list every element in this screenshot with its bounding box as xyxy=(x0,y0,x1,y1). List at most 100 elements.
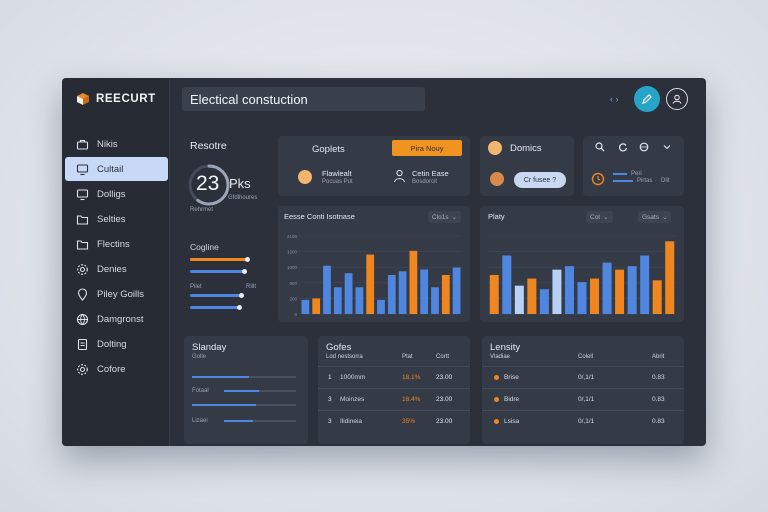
resource-number: 23 xyxy=(196,172,220,195)
monitor-icon xyxy=(76,188,89,200)
avatar xyxy=(298,170,312,184)
bar-15[interactable] xyxy=(452,267,461,314)
bar-9[interactable] xyxy=(387,275,396,314)
bar-14[interactable] xyxy=(441,275,450,314)
bar-10[interactable] xyxy=(398,271,407,314)
bar-1[interactable] xyxy=(301,299,310,314)
sidebar-item-label: Damgronst xyxy=(97,313,144,325)
table-row[interactable]: 3 Moinzes 18.4% 23.00 xyxy=(318,388,470,410)
search-icon[interactable] xyxy=(595,142,605,152)
sidebar-item-selties[interactable]: Selties xyxy=(65,207,168,231)
sidebar-item-dolligs[interactable]: Dolligs xyxy=(65,182,168,206)
table-row[interactable]: Bidre 0/,1/1 0.83 xyxy=(482,388,684,410)
bar-5[interactable] xyxy=(344,273,353,314)
resource-slider-handle[interactable] xyxy=(237,305,243,310)
bar-3[interactable] xyxy=(514,285,524,314)
sidebar-item-denies[interactable]: Denies xyxy=(65,257,168,281)
app-window: REECURT Nikis Cultail Dolligs Selties Flecti… xyxy=(62,78,706,446)
lensity-col3: Abrit xyxy=(652,354,665,360)
bar-4[interactable] xyxy=(527,278,537,314)
devices-pill-label: Cr fusee ? xyxy=(523,176,557,184)
nav-arrows[interactable]: ‹ › xyxy=(610,94,619,104)
lensity-card: Lensity Vladiae Colell Abrit Brise 0/,1/1… xyxy=(482,336,684,444)
person-a-name: Flawlealt xyxy=(322,169,352,178)
table-row[interactable]: 1 1000mm 18.1% 23.00 xyxy=(318,366,470,388)
bar-11[interactable] xyxy=(615,269,625,314)
bar-1[interactable] xyxy=(489,275,499,314)
bar-5[interactable] xyxy=(539,289,549,314)
projects-action-button[interactable]: Pira Nouy xyxy=(392,140,462,156)
sidebar-item-damgronst[interactable]: Damgronst xyxy=(65,307,168,331)
bar-14[interactable] xyxy=(652,280,662,314)
lensity-title: Lensity xyxy=(490,342,521,353)
chart-a-dropdown[interactable]: Clo1s ⌄ xyxy=(428,211,462,223)
table-row[interactable]: 3 Ilidineia 35% 23.00 xyxy=(318,410,470,432)
bar-13[interactable] xyxy=(640,255,650,315)
chart-card-b: Platy Cot ⌄ Gsats ⌄ xyxy=(480,206,684,322)
sidebar-item-nikis[interactable]: Nikis xyxy=(65,132,168,156)
table-cell: 0.83 xyxy=(652,418,665,425)
table-row[interactable]: Lsisa 0/,1/1 0.83 xyxy=(482,410,684,432)
bar-8[interactable] xyxy=(377,299,385,314)
bar-11[interactable] xyxy=(409,250,418,314)
summary-track xyxy=(224,420,296,422)
resource-slider-handle[interactable] xyxy=(239,293,244,298)
bar-6[interactable] xyxy=(552,269,562,314)
bar-2[interactable] xyxy=(312,298,321,314)
tools-meta-c: Dlit xyxy=(661,178,670,184)
refresh-icon[interactable] xyxy=(618,142,628,152)
bar-2[interactable] xyxy=(502,255,512,315)
sidebar-item-cultail[interactable]: Cultail xyxy=(65,157,168,181)
resource-slider-handle[interactable] xyxy=(242,269,247,274)
sales-card: Gofes Lod nestsorra Ptat Cortt 1 1000mm 18… xyxy=(318,336,470,444)
resource-slider-track[interactable] xyxy=(190,306,240,309)
resource-slider-handle[interactable] xyxy=(245,257,250,262)
sidebar-item-label: Nikis xyxy=(97,138,118,150)
user-icon xyxy=(672,94,682,104)
table-cell: 23.00 xyxy=(436,374,453,381)
chevron-down-icon: ⌄ xyxy=(603,214,609,221)
resource-unit: Pks xyxy=(229,176,251,191)
resource-slider-track[interactable] xyxy=(190,294,241,297)
resource-caption: Cogline xyxy=(190,242,219,252)
chart-b-dropdown-b[interactable]: Gsats ⌄ xyxy=(638,211,672,223)
globe-icon xyxy=(76,313,89,325)
resource-slider-track[interactable] xyxy=(190,258,247,261)
resource-slider-track[interactable] xyxy=(190,270,244,273)
chart-b-dropdown-a[interactable]: Cot ⌄ xyxy=(586,211,613,223)
table-row[interactable]: Brise 0/,1/1 0.83 xyxy=(482,366,684,388)
edit-button[interactable] xyxy=(634,86,660,112)
sidebar-item-dolting[interactable]: Dolting xyxy=(65,332,168,356)
lensity-col2: Colell xyxy=(578,354,594,360)
chevron-down-icon: ⌄ xyxy=(451,214,458,221)
bar-10[interactable] xyxy=(602,262,612,314)
bar-6[interactable] xyxy=(355,287,364,314)
lensity-sub: Vladiae xyxy=(490,354,511,360)
bar-7[interactable] xyxy=(366,254,375,314)
globe-icon[interactable] xyxy=(639,142,649,152)
bar-13[interactable] xyxy=(431,287,439,314)
tools-meta-a: Peri xyxy=(631,171,642,177)
bar-12[interactable] xyxy=(420,269,429,314)
sidebar-item-flectins[interactable]: Flectins xyxy=(65,232,168,256)
bar-3[interactable] xyxy=(323,265,331,314)
bar-12[interactable] xyxy=(627,266,637,314)
bar-15[interactable] xyxy=(665,241,675,314)
devices-pill[interactable]: Cr fusee ? xyxy=(514,172,566,188)
pencil-icon xyxy=(642,94,652,104)
bar-8[interactable] xyxy=(577,282,587,314)
bar-4[interactable] xyxy=(333,287,342,314)
projects-card: Goplets Pira Nouy Flawlealt Pocuas Put C… xyxy=(278,136,470,196)
profile-button[interactable] xyxy=(666,88,688,110)
sidebar-item-cofore[interactable]: Cofore xyxy=(65,357,168,381)
bar-7[interactable] xyxy=(564,266,574,314)
page-title[interactable]: Electical constuction xyxy=(182,87,425,111)
gear-icon xyxy=(77,363,88,375)
sidebar-item-label: Cultail xyxy=(97,163,124,175)
sidebar-item-piley-goills[interactable]: Piley Goills xyxy=(65,282,168,306)
bar-9[interactable] xyxy=(590,278,600,314)
chevron-down-icon[interactable] xyxy=(663,143,671,151)
person-a-sub: Pocuas Put xyxy=(322,179,353,185)
location-icon xyxy=(77,287,88,301)
sidebar-nav: Nikis Cultail Dolligs Selties Flectins Denies… xyxy=(62,132,170,382)
